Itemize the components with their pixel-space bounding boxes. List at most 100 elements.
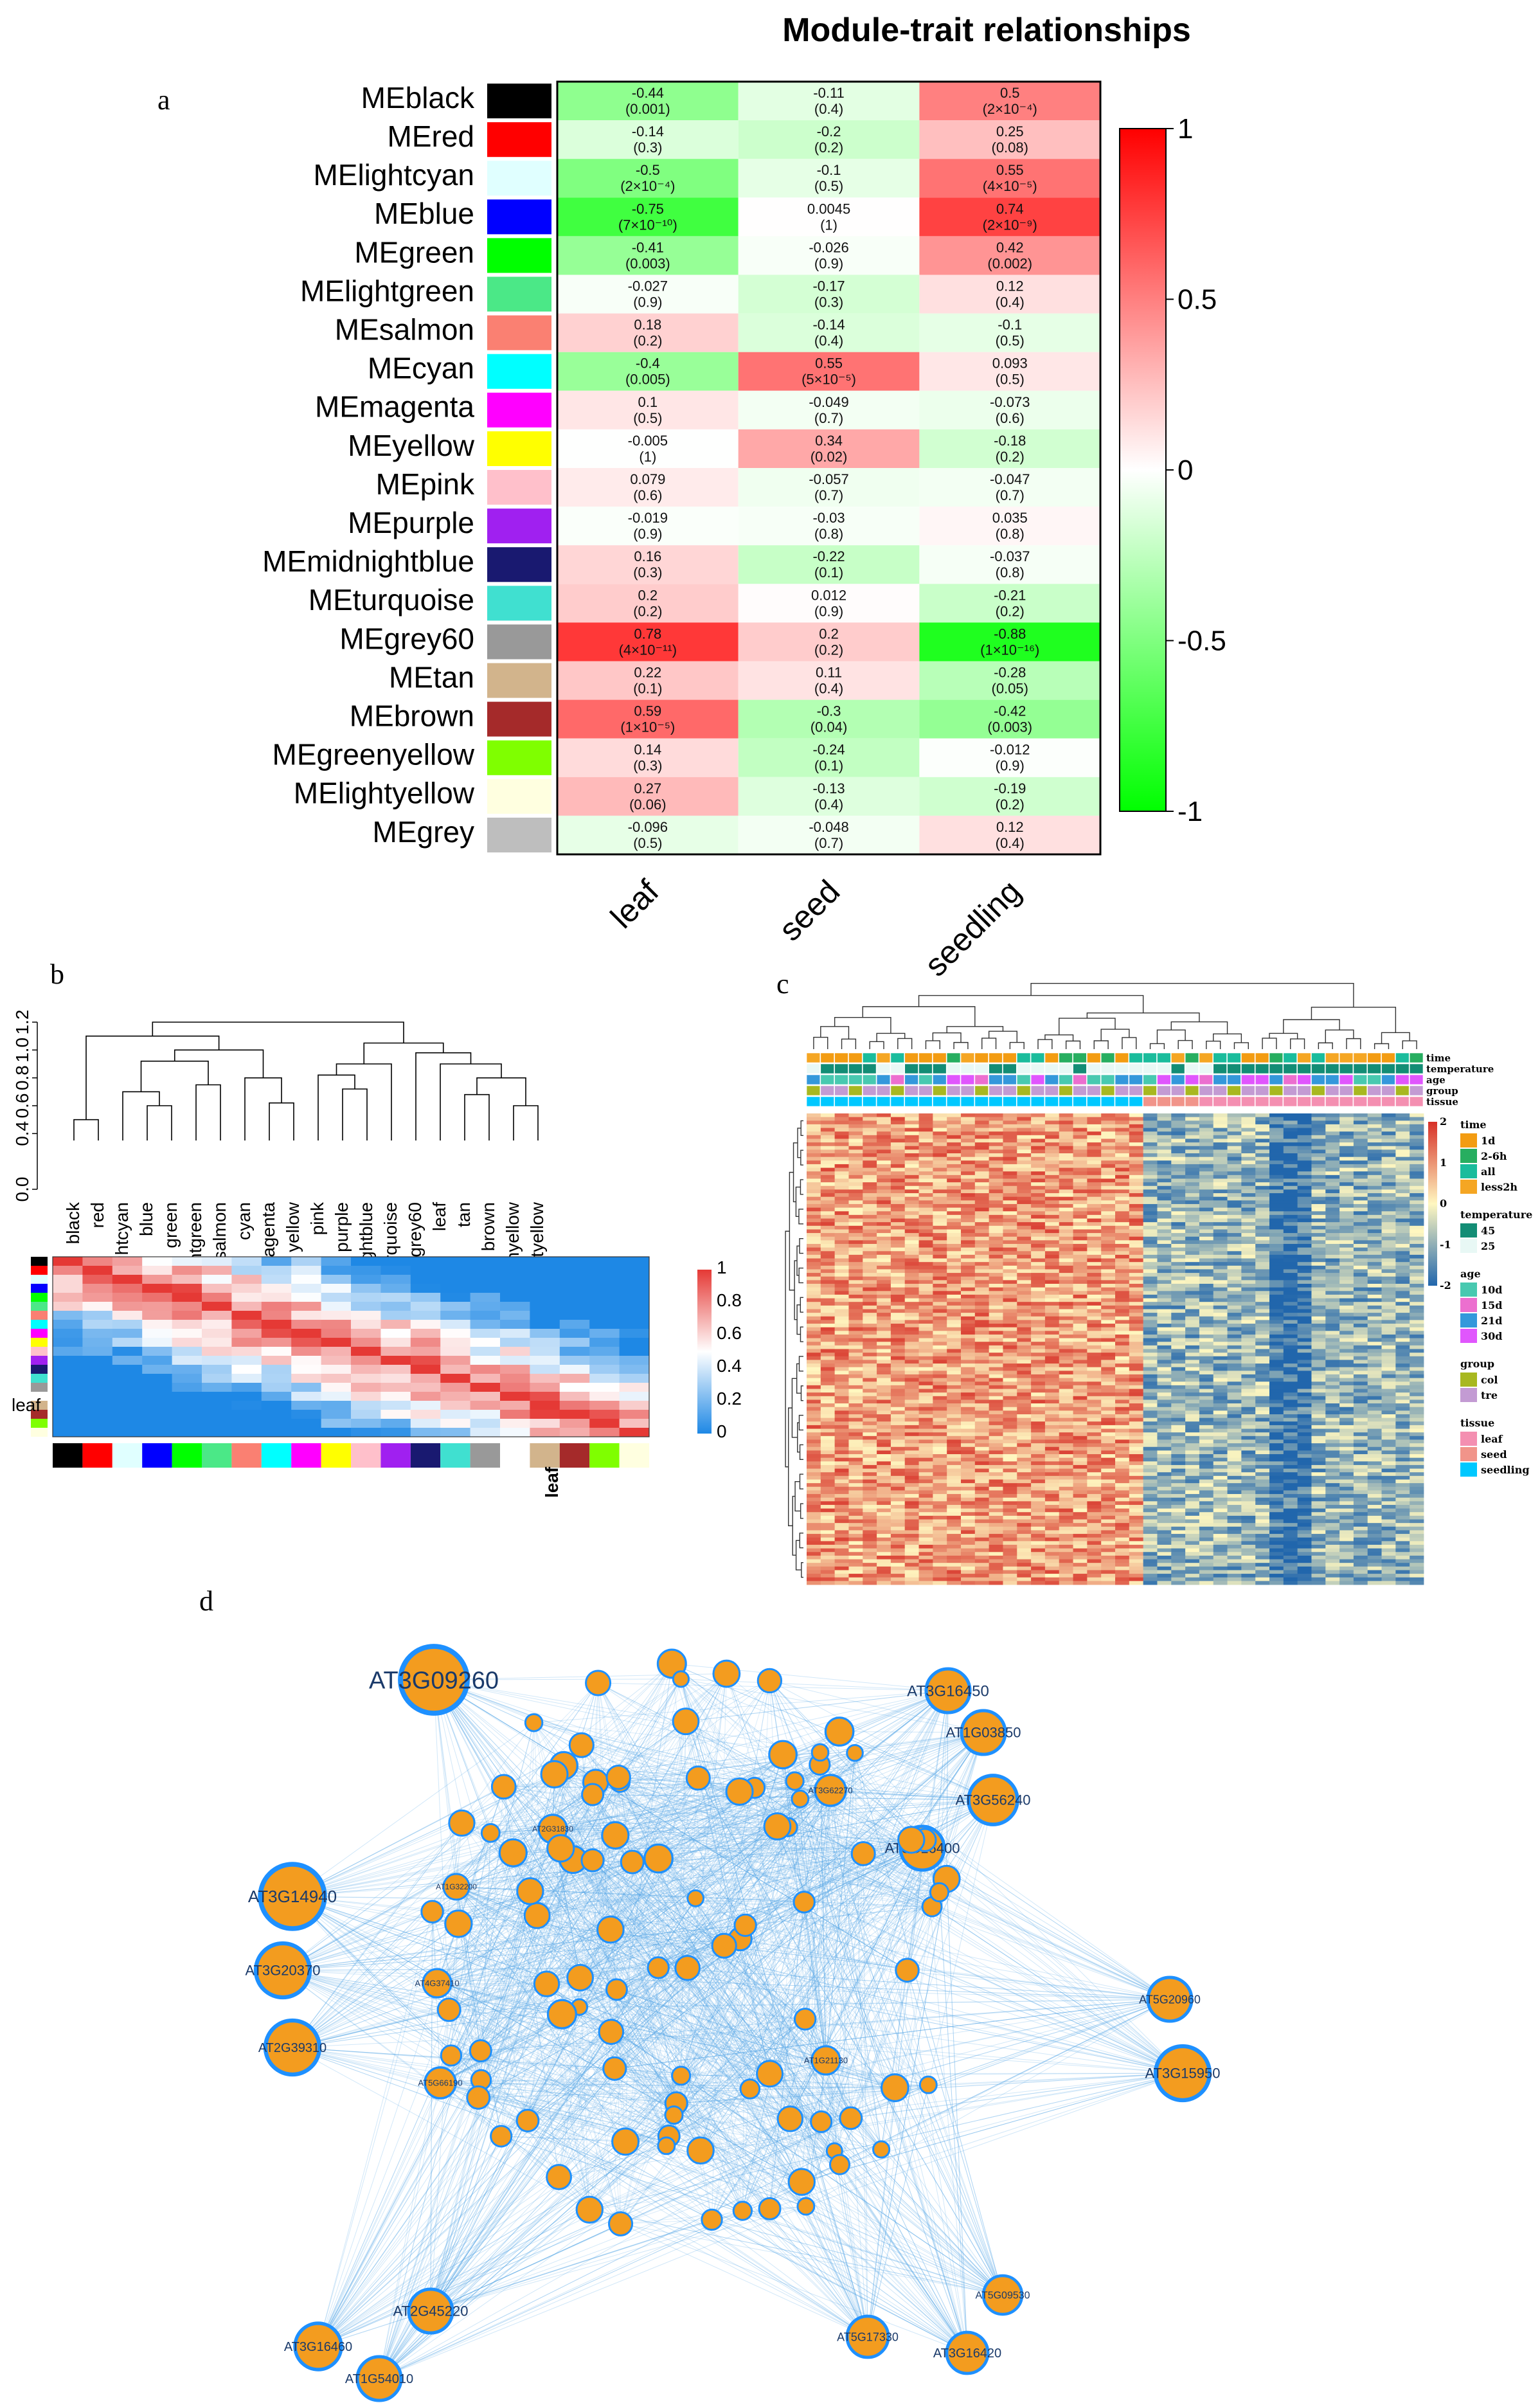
expression-cell xyxy=(1311,1243,1326,1248)
expression-cell xyxy=(1325,1428,1340,1433)
expression-cell xyxy=(1269,1138,1284,1143)
expression-cell xyxy=(947,1425,962,1429)
expression-cell xyxy=(1367,1214,1382,1219)
adjacency-cell xyxy=(500,1392,530,1401)
expression-cell xyxy=(1297,1414,1312,1419)
expression-cell xyxy=(1101,1214,1116,1219)
expression-cell xyxy=(1227,1265,1242,1270)
expression-cell xyxy=(1115,1353,1130,1357)
expression-cell xyxy=(1199,1156,1214,1161)
annotation-cell xyxy=(946,1096,961,1107)
expression-cell xyxy=(1395,1174,1410,1179)
expression-cell xyxy=(1283,1349,1298,1353)
adjacency-cell xyxy=(470,1320,501,1329)
expression-cell xyxy=(961,1225,976,1230)
heatmap-cell xyxy=(738,390,920,429)
expression-cell xyxy=(1031,1276,1046,1281)
expression-cell xyxy=(1157,1403,1172,1408)
expression-cell xyxy=(820,1131,836,1136)
expression-cell xyxy=(1157,1243,1172,1248)
expression-cell xyxy=(1367,1371,1382,1375)
expression-cell xyxy=(1283,1262,1298,1266)
expression-cell xyxy=(863,1269,877,1274)
expression-cell xyxy=(1017,1324,1032,1328)
expression-cell xyxy=(961,1243,976,1248)
expression-cell xyxy=(1059,1269,1073,1274)
expression-cell xyxy=(1269,1396,1284,1400)
expression-cell xyxy=(1129,1360,1144,1364)
expression-cell xyxy=(863,1410,877,1415)
expression-cell xyxy=(1241,1287,1256,1292)
expression-cell xyxy=(863,1265,877,1270)
expression-cell xyxy=(1325,1425,1340,1429)
adjacency-cell xyxy=(559,1320,590,1329)
expression-cell xyxy=(1003,1142,1017,1147)
adjacency-cell xyxy=(589,1329,620,1338)
expression-cell xyxy=(974,1135,990,1139)
expression-cell xyxy=(933,1225,947,1230)
expression-cell xyxy=(947,1356,962,1360)
adjacency-cell xyxy=(291,1302,322,1311)
expression-cell xyxy=(1115,1276,1130,1281)
expression-cell xyxy=(1017,1331,1032,1335)
expression-cell xyxy=(1297,1284,1312,1288)
expression-cell xyxy=(918,1374,933,1379)
expression-cell xyxy=(820,1280,836,1284)
expression-cell xyxy=(1410,1338,1424,1342)
expression-cell xyxy=(974,1276,990,1281)
expression-cell xyxy=(1241,1138,1256,1143)
expression-cell xyxy=(1143,1367,1158,1371)
expression-cell xyxy=(1031,1128,1046,1132)
expression-cell xyxy=(1171,1287,1186,1292)
expression-cell xyxy=(933,1149,947,1154)
expression-cell xyxy=(904,1400,919,1404)
expression-cell xyxy=(890,1128,906,1132)
expression-cell xyxy=(1003,1149,1017,1154)
expression-cell xyxy=(904,1320,919,1324)
expression-cell xyxy=(1059,1371,1073,1375)
expression-cell xyxy=(947,1284,962,1288)
expression-cell xyxy=(1353,1410,1368,1415)
expression-cell xyxy=(1003,1243,1017,1248)
expression-cell xyxy=(1017,1164,1032,1168)
expression-cell xyxy=(1410,1164,1424,1168)
adjacency-cell xyxy=(559,1302,590,1311)
adjacency-cell xyxy=(440,1293,471,1302)
expression-cell xyxy=(1129,1284,1144,1288)
expression-cell xyxy=(989,1189,1003,1194)
expression-cell xyxy=(1199,1396,1214,1400)
expression-cell xyxy=(863,1240,877,1245)
expression-cell xyxy=(1311,1185,1326,1190)
adjacency-cell xyxy=(142,1365,173,1374)
adjacency-cell xyxy=(500,1428,530,1437)
annotation-cell xyxy=(820,1074,834,1085)
expression-cell xyxy=(834,1167,849,1172)
expression-cell xyxy=(1297,1396,1312,1400)
expression-cell xyxy=(1199,1254,1214,1259)
expression-cell xyxy=(961,1436,976,1440)
expression-cell xyxy=(1255,1153,1270,1158)
expression-cell xyxy=(1171,1131,1186,1136)
expression-cell xyxy=(1087,1254,1102,1259)
expression-cell xyxy=(933,1414,947,1419)
expression-cell xyxy=(947,1225,962,1230)
expression-cell xyxy=(1395,1243,1410,1248)
expression-cell xyxy=(1227,1211,1242,1216)
expression-cell xyxy=(820,1273,836,1277)
expression-cell xyxy=(848,1138,863,1143)
expression-cell xyxy=(1143,1258,1158,1263)
adjacency-cell xyxy=(291,1293,322,1302)
expression-cell xyxy=(1283,1378,1298,1382)
expression-cell xyxy=(1381,1320,1396,1324)
adjacency-cell xyxy=(261,1419,292,1428)
expression-cell xyxy=(989,1135,1003,1139)
expression-cell xyxy=(1101,1378,1116,1382)
expression-cell xyxy=(1395,1432,1410,1437)
expression-cell xyxy=(1157,1378,1172,1382)
expression-cell xyxy=(1269,1203,1284,1208)
adjacency-cell xyxy=(559,1383,590,1392)
expression-cell xyxy=(1213,1222,1228,1227)
expression-cell xyxy=(1227,1218,1242,1223)
expression-cell xyxy=(974,1164,990,1168)
expression-cell xyxy=(1059,1436,1073,1440)
